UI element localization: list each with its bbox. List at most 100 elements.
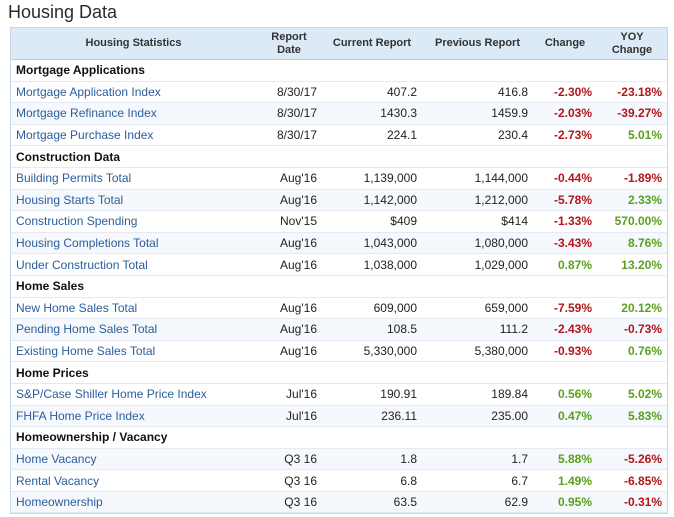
section-title: Construction Data (11, 145, 667, 168)
section-header-row: Home Prices (11, 361, 667, 384)
previous-report-cell: 6.7 (422, 469, 533, 492)
report-date-cell: 8/30/17 (256, 124, 322, 147)
current-report-cell: 6.8 (322, 469, 422, 492)
header-change: Change (533, 28, 597, 60)
yoy-change-cell: -0.31% (597, 491, 667, 514)
previous-report-cell: 5,380,000 (422, 340, 533, 363)
change-cell: 5.88% (533, 448, 597, 471)
table-row: Pending Home Sales Total Aug'16 108.5 111.2… (11, 318, 667, 341)
table-row: Mortgage Refinance Index 8/30/17 1430.3 145… (11, 102, 667, 125)
report-date-cell: Aug'16 (256, 167, 322, 190)
previous-report-cell: 1,029,000 (422, 253, 533, 276)
header-current-report: Current Report (322, 28, 422, 60)
header-yoy-change: YOY Change (597, 28, 667, 60)
report-date-cell: Aug'16 (256, 318, 322, 341)
change-cell: 0.56% (533, 383, 597, 406)
previous-report-cell: 1459.9 (422, 102, 533, 125)
row-name-link[interactable]: Mortgage Application Index (11, 81, 256, 104)
yoy-change-cell: 13.20% (597, 253, 667, 276)
row-name-link[interactable]: Construction Spending (11, 210, 256, 233)
change-cell: -0.44% (533, 167, 597, 190)
table-row: Mortgage Purchase Index 8/30/17 224.1 230.4… (11, 124, 667, 147)
change-cell: -5.78% (533, 189, 597, 212)
housing-data-table-container: Housing Statistics Report Date Current R… (10, 27, 668, 515)
previous-report-cell: 1.7 (422, 448, 533, 471)
yoy-change-cell: 5.01% (597, 124, 667, 147)
change-cell: -3.43% (533, 232, 597, 255)
table-body: Mortgage Applications Mortgage Applicatio… (11, 59, 667, 514)
yoy-change-cell: 0.76% (597, 340, 667, 363)
current-report-cell: 1.8 (322, 448, 422, 471)
section-header-row: Homeownership / Vacancy (11, 426, 667, 449)
yoy-change-cell: -0.73% (597, 318, 667, 341)
row-name-link[interactable]: Rental Vacancy (11, 469, 256, 492)
table-row: Housing Starts Total Aug'16 1,142,000 1,212… (11, 189, 667, 212)
row-name-link[interactable]: Existing Home Sales Total (11, 340, 256, 363)
change-cell: -7.59% (533, 297, 597, 320)
report-date-cell: Aug'16 (256, 189, 322, 212)
row-name-link[interactable]: Mortgage Purchase Index (11, 124, 256, 147)
yoy-change-cell: 570.00% (597, 210, 667, 233)
table-row: New Home Sales Total Aug'16 609,000 659,000… (11, 297, 667, 320)
report-date-cell: 8/30/17 (256, 102, 322, 125)
report-date-cell: Aug'16 (256, 232, 322, 255)
change-cell: -2.30% (533, 81, 597, 104)
current-report-cell: 407.2 (322, 81, 422, 104)
row-name-link[interactable]: Housing Starts Total (11, 189, 256, 212)
table-row: Home Vacancy Q3 16 1.8 1.7 5.88% -5.26% (11, 448, 667, 471)
previous-report-cell: 189.84 (422, 383, 533, 406)
header-housing-statistics: Housing Statistics (11, 28, 256, 60)
previous-report-cell: 111.2 (422, 318, 533, 341)
current-report-cell: 1,038,000 (322, 253, 422, 276)
row-name-link[interactable]: Homeownership (11, 491, 256, 514)
current-report-cell: 609,000 (322, 297, 422, 320)
change-cell: -2.03% (533, 102, 597, 125)
current-report-cell: 224.1 (322, 124, 422, 147)
report-date-cell: Q3 16 (256, 469, 322, 492)
header-report-date: Report Date (256, 28, 322, 60)
row-name-link[interactable]: Mortgage Refinance Index (11, 102, 256, 125)
previous-report-cell: 1,080,000 (422, 232, 533, 255)
row-name-link[interactable]: Building Permits Total (11, 167, 256, 190)
header-previous-report: Previous Report (422, 28, 533, 60)
change-cell: -0.93% (533, 340, 597, 363)
section-header-row: Construction Data (11, 145, 667, 168)
section-header-row: Mortgage Applications (11, 59, 667, 82)
row-name-link[interactable]: New Home Sales Total (11, 297, 256, 320)
row-name-link[interactable]: Under Construction Total (11, 253, 256, 276)
row-name-link[interactable]: FHFA Home Price Index (11, 405, 256, 428)
yoy-change-cell: 5.83% (597, 405, 667, 428)
current-report-cell: 5,330,000 (322, 340, 422, 363)
row-name-link[interactable]: Pending Home Sales Total (11, 318, 256, 341)
section-header-row: Home Sales (11, 275, 667, 298)
row-name-link[interactable]: Housing Completions Total (11, 232, 256, 255)
report-date-cell: Aug'16 (256, 297, 322, 320)
table-row: Housing Completions Total Aug'16 1,043,000… (11, 232, 667, 255)
current-report-cell: 108.5 (322, 318, 422, 341)
table-row: Mortgage Application Index 8/30/17 407.2 41… (11, 81, 667, 104)
report-date-cell: Q3 16 (256, 448, 322, 471)
current-report-cell: 1,043,000 (322, 232, 422, 255)
previous-report-cell: $414 (422, 210, 533, 233)
table-row: S&P/Case Shiller Home Price Index Jul'16 1… (11, 383, 667, 406)
report-date-cell: Jul'16 (256, 405, 322, 428)
yoy-change-cell: -5.26% (597, 448, 667, 471)
previous-report-cell: 1,144,000 (422, 167, 533, 190)
yoy-change-cell: -1.89% (597, 167, 667, 190)
current-report-cell: 190.91 (322, 383, 422, 406)
current-report-cell: 236.11 (322, 405, 422, 428)
row-name-link[interactable]: Home Vacancy (11, 448, 256, 471)
current-report-cell: 63.5 (322, 491, 422, 514)
yoy-change-cell: -6.85% (597, 469, 667, 492)
change-cell: 1.49% (533, 469, 597, 492)
yoy-change-cell: 5.02% (597, 383, 667, 406)
table-row: Existing Home Sales Total Aug'16 5,330,000… (11, 340, 667, 363)
current-report-cell: 1430.3 (322, 102, 422, 125)
row-name-link[interactable]: S&P/Case Shiller Home Price Index (11, 383, 256, 406)
change-cell: 0.95% (533, 491, 597, 514)
change-cell: -2.73% (533, 124, 597, 147)
change-cell: 0.87% (533, 253, 597, 276)
table-row: Construction Spending Nov'15 $409 $414 -1.33… (11, 210, 667, 233)
change-cell: -2.43% (533, 318, 597, 341)
previous-report-cell: 659,000 (422, 297, 533, 320)
